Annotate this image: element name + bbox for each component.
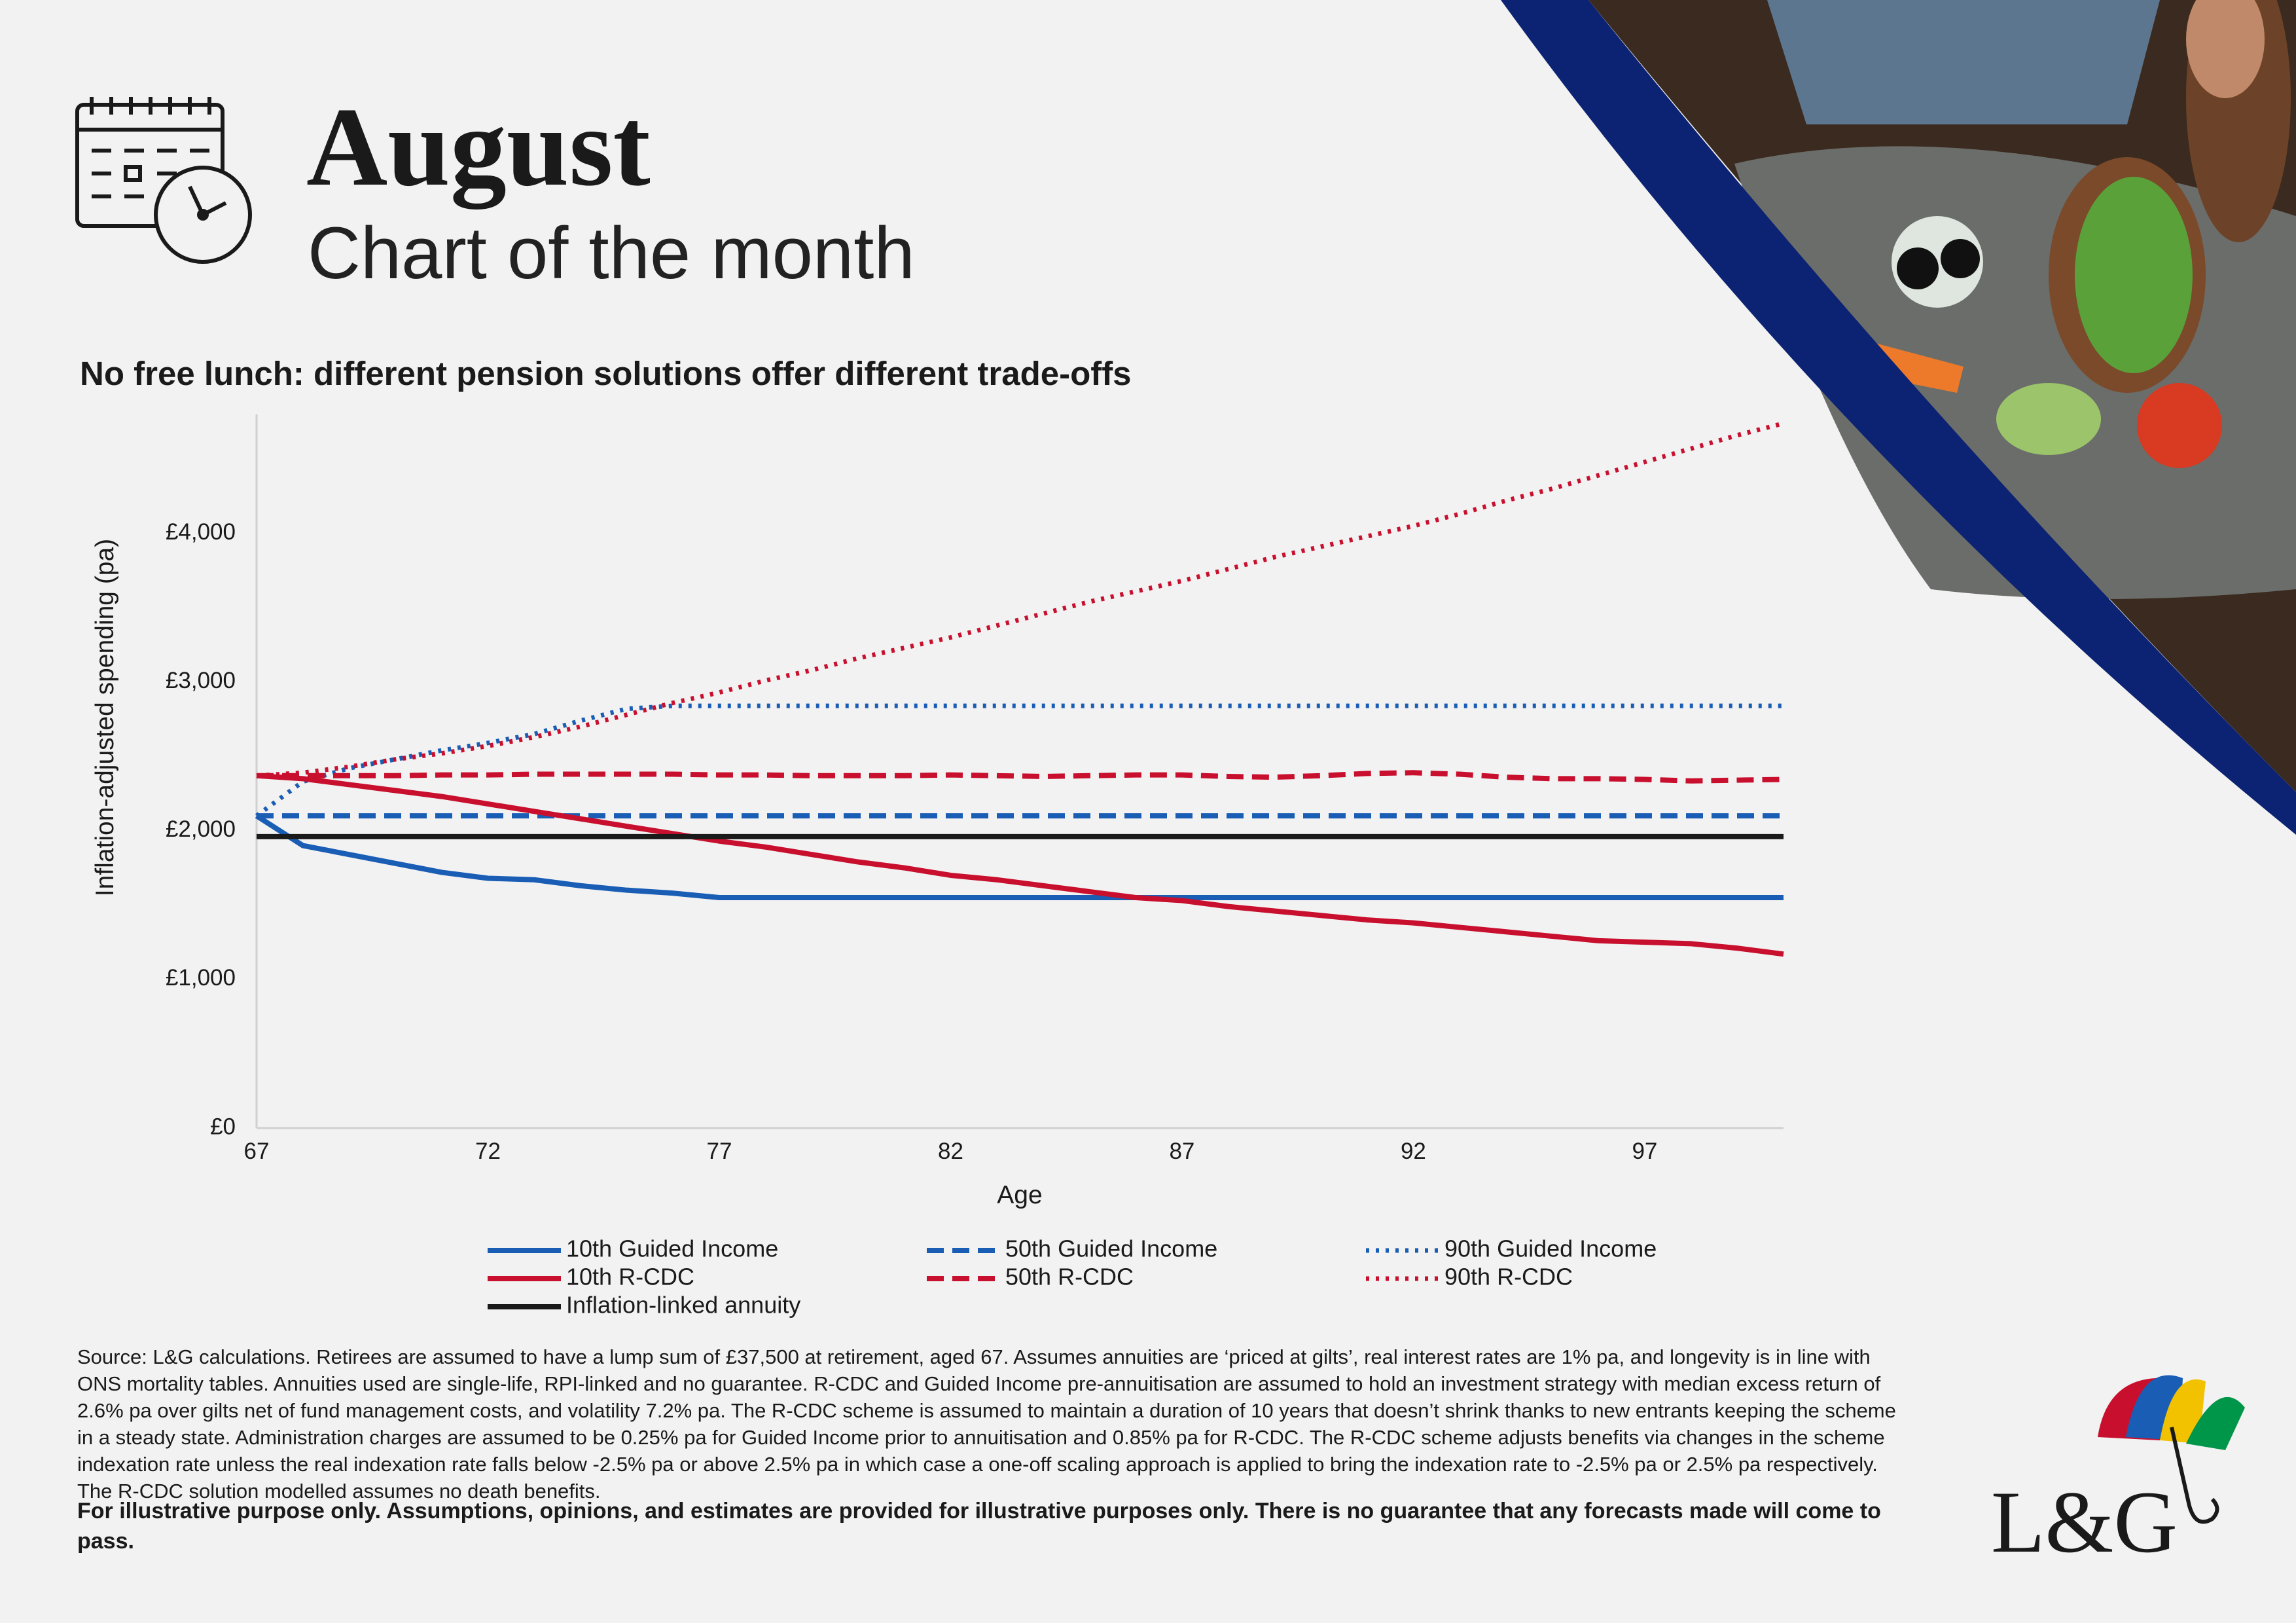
legend-label: 10th R-CDC xyxy=(566,1264,694,1290)
legend-label: 50th Guided Income xyxy=(1005,1235,1217,1262)
photo xyxy=(1588,0,2296,792)
x-axis-title: Age xyxy=(997,1181,1042,1209)
disclaimer: For illustrative purpose only. Assumptio… xyxy=(77,1499,1881,1554)
legend-label: 10th Guided Income xyxy=(566,1235,778,1262)
x-tick-label: 67 xyxy=(244,1139,270,1164)
month-title: August xyxy=(306,85,651,210)
y-tick-label: £4,000 xyxy=(166,519,236,545)
series-line xyxy=(255,813,1784,901)
y-tick-label: £3,000 xyxy=(166,668,236,693)
y-tick-label: £2,000 xyxy=(166,816,236,842)
x-tick-label: 87 xyxy=(1169,1139,1194,1164)
x-tick-label: 77 xyxy=(707,1139,732,1164)
clock-center xyxy=(197,209,209,221)
y-tick-label: £1,000 xyxy=(166,965,236,991)
series-line xyxy=(255,703,1784,818)
calendar-icon xyxy=(75,97,252,264)
umbrella-logo xyxy=(2098,1375,2245,1524)
subtitle: Chart of the month xyxy=(308,212,915,294)
series-line xyxy=(256,421,1784,778)
navy-band xyxy=(1501,0,2296,835)
x-tick-label: 92 xyxy=(1401,1139,1426,1164)
y-tick-label: £0 xyxy=(210,1114,236,1139)
x-tick-label: 82 xyxy=(938,1139,963,1164)
series-line xyxy=(256,773,1784,957)
y-axis-title: Inflation-adjusted spending (pa) xyxy=(91,539,119,896)
legend-label: Inflation-linked annuity xyxy=(566,1292,800,1319)
legend-label: 90th R-CDC xyxy=(1444,1264,1573,1290)
x-tick-label: 72 xyxy=(475,1139,501,1164)
logo-text: L&G xyxy=(1991,1474,2178,1571)
footnote: Source: L&G calculations. Retirees are a… xyxy=(77,1345,1896,1503)
legend-label: 50th R-CDC xyxy=(1005,1264,1134,1290)
x-tick-label: 97 xyxy=(1632,1139,1657,1164)
legend-label: 90th Guided Income xyxy=(1444,1235,1657,1262)
series-line xyxy=(257,770,1784,784)
chart-title: No free lunch: different pension solutio… xyxy=(80,355,1132,392)
